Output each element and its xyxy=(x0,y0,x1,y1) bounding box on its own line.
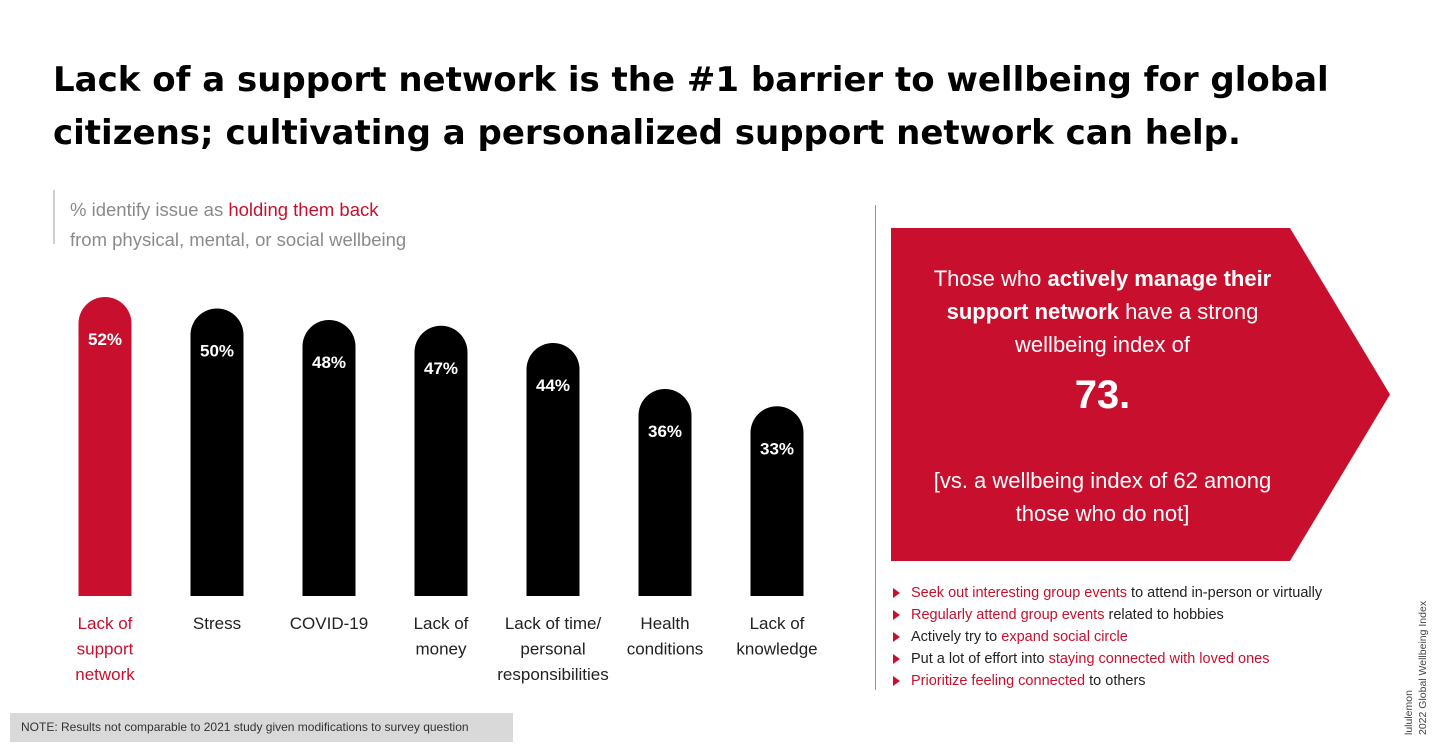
category-label: Health xyxy=(640,614,689,633)
callout-arrow-shape xyxy=(891,228,1390,561)
bar xyxy=(638,389,692,596)
bar-value-label: 33% xyxy=(760,439,794,458)
triangle-bullet-icon xyxy=(893,676,900,686)
category-label: network xyxy=(75,665,135,684)
section-divider xyxy=(875,205,876,690)
category-label: Stress xyxy=(193,614,241,633)
tip-item: Put a lot of effort into staying connect… xyxy=(893,648,1322,670)
category-label: personal xyxy=(520,640,585,659)
source-line-1: lululemon xyxy=(1403,690,1415,735)
chart-subtitle: % identify issue as holding them back fr… xyxy=(70,195,406,255)
source-credit: lululemon 2022 Global Wellbeing Index xyxy=(1402,601,1430,735)
category-label: support xyxy=(77,640,134,659)
subtitle-line2: from physical, mental, or social wellbei… xyxy=(70,229,407,250)
bar xyxy=(414,325,468,596)
category-label: money xyxy=(415,640,467,659)
category-label: Lack of xyxy=(414,614,469,633)
category-label: responsibilities xyxy=(497,665,609,684)
category-label: conditions xyxy=(627,640,704,659)
tip-item: Seek out interesting group events to att… xyxy=(893,582,1322,604)
triangle-bullet-icon xyxy=(893,654,900,664)
bar xyxy=(78,297,132,596)
category-label: Lack of xyxy=(750,614,805,633)
bar-value-label: 47% xyxy=(424,359,458,378)
bar xyxy=(750,406,804,596)
tips-list: Seek out interesting group events to att… xyxy=(893,582,1322,692)
bar-value-label: 52% xyxy=(88,330,122,349)
callout-text-2: have a strong wellbeing index of xyxy=(1015,299,1259,357)
bar-value-label: 44% xyxy=(536,376,570,395)
category-label: knowledge xyxy=(736,640,817,659)
tip-item: Regularly attend group events related to… xyxy=(893,604,1322,626)
footnote: NOTE: Results not comparable to 2021 stu… xyxy=(10,713,513,742)
subtitle-highlight: holding them back xyxy=(228,199,379,220)
category-label: Lack of xyxy=(78,614,133,633)
subtitle-divider xyxy=(53,190,55,244)
bar-value-label: 50% xyxy=(200,342,234,361)
triangle-bullet-icon xyxy=(893,632,900,642)
source-line-2: 2022 Global Wellbeing Index xyxy=(1417,600,1429,735)
callout-comparison: [vs. a wellbeing index of 62 among those… xyxy=(933,468,1272,526)
bar xyxy=(526,343,580,596)
bar-value-label: 48% xyxy=(312,353,346,372)
bar xyxy=(190,308,244,596)
bar xyxy=(302,320,356,596)
bar-value-label: 36% xyxy=(648,422,682,441)
bar-chart: 52% Lack of support network 50% Stress 48% COVI… xyxy=(75,297,818,684)
wellbeing-index-value: 73. xyxy=(1074,373,1131,417)
triangle-bullet-icon xyxy=(893,610,900,620)
category-label: Lack of time/ xyxy=(505,614,602,633)
callout-bold: actively manage their support network xyxy=(946,266,1272,324)
tip-item: Prioritize feeling connected to others xyxy=(893,670,1322,692)
callout-text: Those who actively manage their support … xyxy=(930,262,1275,530)
category-label: COVID-19 xyxy=(290,614,368,633)
subtitle-prefix: % identify issue as xyxy=(70,199,229,220)
tip-item: Actively try to expand social circle xyxy=(893,626,1322,648)
triangle-bullet-icon xyxy=(893,588,900,598)
page-title: Lack of a support network is the #1 barr… xyxy=(53,60,1329,153)
callout-text-1: Those who xyxy=(933,266,1048,291)
